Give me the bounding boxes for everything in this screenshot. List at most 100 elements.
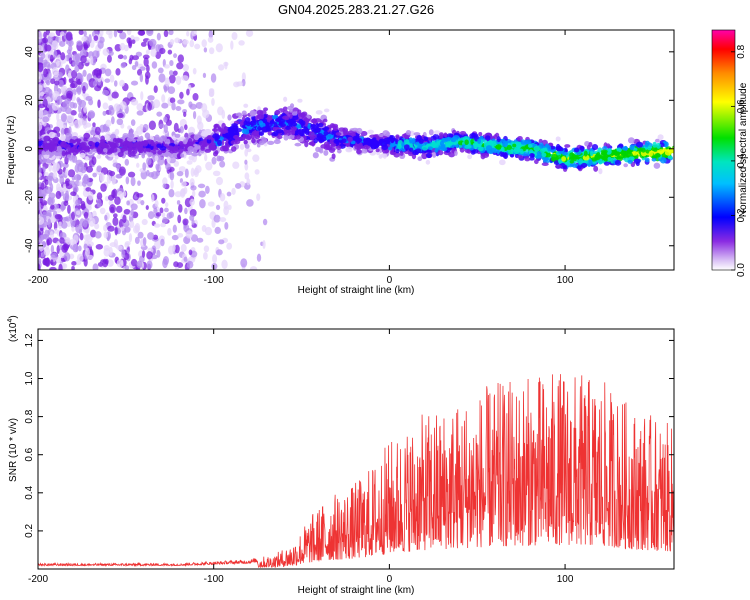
- snr-multiplier-base: (x10: [8, 322, 19, 342]
- spectrogram-point: [82, 69, 87, 77]
- spectrogram-point: [234, 183, 242, 189]
- spectrogram-point: [70, 110, 77, 116]
- spectrogram-point: [83, 234, 91, 241]
- spectrogram-point: [114, 142, 119, 148]
- spectrogram-point: [100, 183, 107, 192]
- spectrogram-point: [251, 130, 259, 137]
- spectrogram-point: [114, 154, 119, 160]
- spectrogram-point: [51, 197, 55, 205]
- spectrogram-point: [55, 256, 62, 264]
- spectrogram-point: [473, 143, 478, 150]
- spectrogram-point: [162, 183, 167, 189]
- spectrogram-point: [180, 153, 185, 158]
- spectrogram-point: [291, 111, 298, 116]
- spectrogram-point: [614, 159, 622, 166]
- spectrogram-point: [421, 145, 429, 151]
- spectrogram-point: [38, 258, 42, 264]
- spectrogram-point: [212, 170, 221, 177]
- y-tick-label: 0.8: [24, 409, 35, 423]
- spectrogram-point: [211, 97, 215, 106]
- spectrogram-point: [42, 211, 48, 217]
- spectrogram-point: [79, 232, 84, 241]
- spectrogram-point: [218, 155, 225, 162]
- colorbar-tick-label: 0.0: [736, 263, 747, 277]
- spectrogram-point: [165, 202, 169, 208]
- spectrogram-point: [126, 30, 132, 36]
- spectrogram-point: [115, 205, 123, 213]
- spectrogram-point: [323, 108, 330, 113]
- spectrogram-point: [150, 139, 155, 147]
- spectrogram-point: [53, 50, 58, 59]
- spectrogram-point: [127, 125, 132, 130]
- spectrogram-point: [184, 168, 189, 178]
- spectrogram-point: [99, 30, 104, 37]
- spectrogram-point: [62, 183, 67, 193]
- spectrogram-point: [65, 107, 72, 115]
- spectrogram-point: [275, 117, 280, 123]
- spectrogram-point: [67, 169, 76, 178]
- spectrogram-point: [114, 196, 121, 205]
- spectrogram-point: [413, 132, 421, 136]
- spectrogram-point: [425, 159, 431, 165]
- spectrogram-point: [467, 154, 473, 160]
- spectrogram-point: [635, 141, 644, 148]
- spectrogram-point: [647, 145, 652, 151]
- spectrogram-point: [157, 150, 163, 155]
- spectrogram-point: [177, 99, 185, 105]
- spectrogram-point: [332, 125, 339, 131]
- spectrogram-point: [562, 151, 568, 156]
- spectrogram-point: [85, 96, 93, 102]
- spectrogram-point: [167, 86, 176, 94]
- spectrogram-point: [50, 204, 55, 210]
- spectrogram-point: [256, 253, 262, 262]
- spectrogram-point: [240, 258, 248, 268]
- spectrogram-point: [252, 154, 260, 162]
- spectrogram-point: [124, 226, 131, 233]
- spectrogram-point: [238, 136, 246, 142]
- spectrogram-point: [495, 144, 502, 150]
- spectrogram-point: [74, 138, 82, 143]
- spectrogram-point: [227, 134, 233, 141]
- spectrogram-point: [42, 37, 48, 44]
- spectrogram-point: [554, 164, 562, 169]
- svg-text:(x104): (x104): [7, 315, 19, 342]
- spectrogram-point: [117, 113, 124, 119]
- spectrogram-point: [191, 219, 195, 226]
- spectrogram-point: [230, 40, 234, 50]
- spectrogram-point: [528, 156, 535, 161]
- spectrogram-point: [107, 194, 115, 201]
- spectrogram-point: [58, 263, 63, 270]
- spectrogram-point: [569, 159, 574, 164]
- spectrogram-point: [162, 216, 169, 224]
- spectrogram-point: [111, 116, 115, 125]
- spectrogram-point: [39, 197, 43, 204]
- spectrogram-point: [223, 206, 229, 216]
- spectrogram-point: [156, 32, 161, 41]
- spectrogram-point: [342, 129, 348, 136]
- spectrogram-point: [270, 119, 275, 125]
- spectrogram-point: [143, 57, 149, 67]
- spectrogram-point: [152, 99, 161, 109]
- spectrogram-point: [99, 207, 106, 215]
- spectrogram-point: [48, 71, 52, 80]
- spectrogram-point: [142, 147, 147, 153]
- spectrogram-point: [154, 155, 159, 162]
- spectrogram-point: [148, 171, 155, 178]
- spectrogram-point: [299, 132, 305, 137]
- spectrogram-point: [539, 142, 544, 149]
- spectrogram-point: [47, 218, 52, 228]
- spectrogram-point: [261, 126, 269, 133]
- spectrogram-point: [80, 141, 87, 147]
- spectrogram-point: [541, 162, 549, 166]
- spectrogram-point: [180, 181, 187, 187]
- spectrogram-point: [541, 156, 550, 162]
- spectrogram-point: [78, 112, 83, 119]
- spectrogram-point: [102, 102, 109, 110]
- spectrogram-point: [123, 208, 131, 215]
- spectrogram-point: [657, 134, 664, 141]
- spectrogram-point: [480, 153, 486, 160]
- spectrogram-point: [227, 114, 232, 121]
- spectrogram-point: [53, 126, 61, 133]
- spectrogram-point: [174, 266, 180, 270]
- spectrogram-point: [172, 244, 176, 252]
